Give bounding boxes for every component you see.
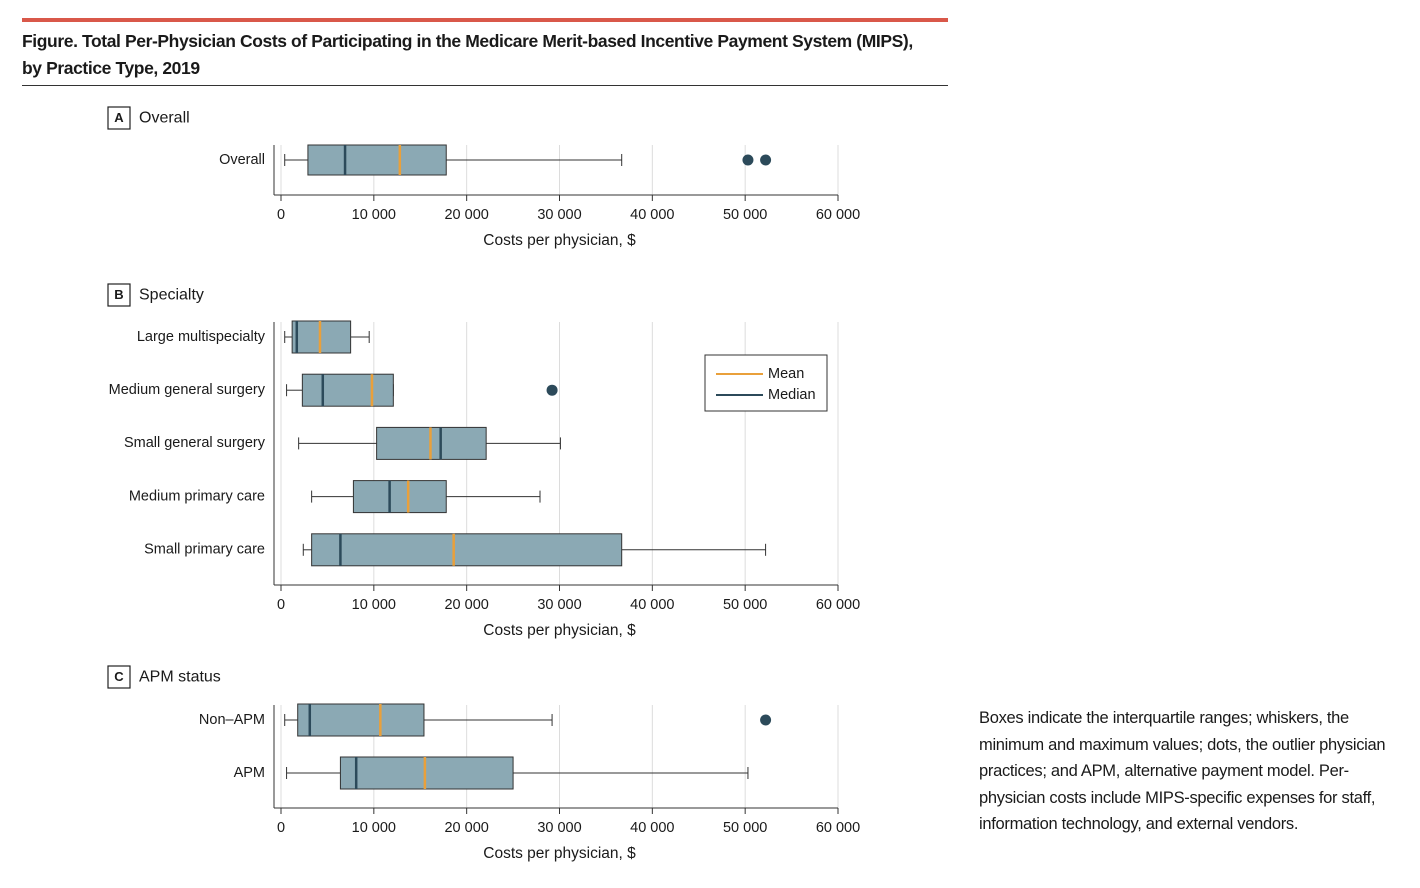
outlier	[742, 154, 754, 166]
category-label: Medium general surgery	[109, 382, 266, 398]
panel-letter: B	[114, 287, 123, 302]
panel-title: APM status	[139, 669, 221, 686]
panel-letter-box	[107, 283, 131, 307]
x-tick-label: 60 000	[816, 820, 860, 836]
box	[297, 703, 425, 737]
x-tick-label: 0	[277, 597, 285, 613]
note: Boxes indicate the interquartile ranges;…	[979, 709, 1386, 834]
x-axis-label: Costs per physician, $	[483, 845, 636, 862]
x-tick-label: 40 000	[630, 597, 674, 613]
x-tick-label: 50 000	[723, 597, 767, 613]
panel-letter: A	[114, 110, 124, 125]
panel-letter-box	[107, 106, 131, 130]
category-label: Large multispecialty	[137, 329, 266, 345]
top-bar	[22, 18, 948, 22]
x-tick-label: 60 000	[816, 597, 860, 613]
x-tick-label: 0	[277, 820, 285, 836]
x-tick-label: 10 000	[352, 207, 396, 223]
title-rule	[22, 85, 948, 86]
legend-label: Median	[768, 387, 816, 403]
x-axis-label: Costs per physician, $	[483, 622, 636, 639]
x-axis-label: Costs per physician, $	[483, 232, 636, 249]
panel-title: Specialty	[139, 287, 204, 304]
x-tick-label: 20 000	[444, 207, 488, 223]
x-tick-label: 60 000	[816, 207, 860, 223]
category-label: Medium primary care	[129, 488, 265, 504]
box	[352, 480, 447, 514]
x-tick-label: 0	[277, 207, 285, 223]
category-label: Non–APM	[199, 712, 265, 728]
legend-box	[704, 354, 828, 412]
x-tick-label: 30 000	[537, 820, 581, 836]
panel-title: Overall	[139, 110, 190, 127]
figure-title: Figure. Total Per-Physician Costs of Par…	[22, 31, 913, 78]
box	[291, 320, 352, 354]
panel-letter-box	[107, 665, 131, 689]
outlier	[760, 154, 772, 166]
x-tick-label: 20 000	[444, 820, 488, 836]
x-tick-label: 40 000	[630, 820, 674, 836]
category-label: Small primary care	[144, 542, 265, 558]
x-tick-label: 20 000	[444, 597, 488, 613]
category-label: Overall	[219, 152, 265, 168]
x-tick-label: 50 000	[723, 207, 767, 223]
x-tick-label: 40 000	[630, 207, 674, 223]
x-tick-label: 50 000	[723, 820, 767, 836]
x-tick-label: 10 000	[352, 597, 396, 613]
outlier	[760, 714, 772, 726]
category-label: APM	[234, 765, 265, 781]
box	[339, 756, 514, 790]
x-tick-label: 30 000	[537, 207, 581, 223]
box	[307, 144, 447, 176]
box	[301, 373, 394, 407]
outlier	[546, 384, 558, 396]
category-label: Small general surgery	[124, 435, 266, 451]
panel-letter: C	[114, 669, 124, 684]
x-tick-label: 30 000	[537, 597, 581, 613]
legend-label: Mean	[768, 366, 804, 382]
chart: A Overall 0 10 000 20 000 30 000 40 000 50 000 6…	[107, 106, 860, 862]
x-tick-label: 10 000	[352, 820, 396, 836]
box	[311, 533, 623, 567]
